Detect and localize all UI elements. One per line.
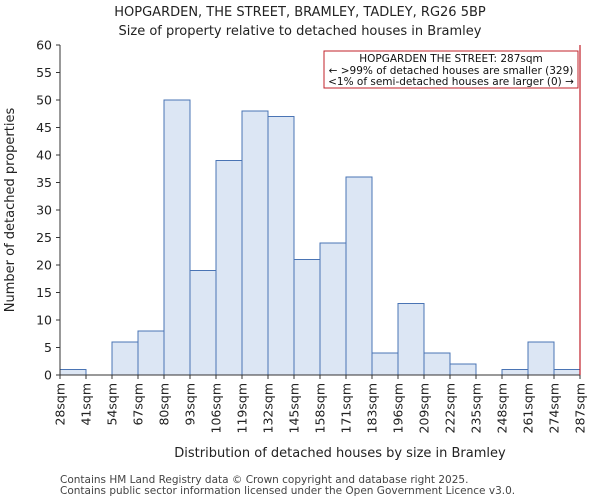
y-tick-label: 30 [36, 203, 52, 218]
x-tick-label: 261sqm [521, 383, 536, 433]
histogram-bar [345, 176, 373, 376]
y-tick-label: 5 [44, 340, 52, 355]
y-tick-label: 15 [36, 285, 52, 300]
annotation-line-1: HOPGARDEN THE STREET: 287sqm [359, 53, 542, 65]
x-tick-label: 93sqm [183, 383, 198, 426]
y-axis-title: Number of detached properties [3, 108, 18, 313]
y-tick-label: 45 [36, 120, 52, 135]
y-tick-label: 55 [36, 65, 52, 80]
x-axis-title: Distribution of detached houses by size … [174, 446, 506, 461]
x-tick-label: 119sqm [235, 383, 250, 433]
histogram-bar [215, 160, 243, 376]
histogram-bar [553, 369, 581, 376]
annotation-frame [323, 50, 579, 89]
x-tick-label: 183sqm [365, 383, 380, 433]
chart-subtitle: Size of property relative to detached ho… [119, 24, 482, 39]
x-tick-label: 132sqm [261, 383, 276, 433]
x-tick-label: 28sqm [53, 383, 68, 426]
histogram-bar [267, 116, 295, 376]
x-tick-label: 80sqm [157, 383, 172, 426]
histogram-bar [293, 259, 321, 376]
bars-group [59, 99, 581, 376]
x-tick-label: 235sqm [469, 383, 484, 433]
histogram-bar [163, 99, 191, 376]
y-tick-label: 25 [36, 230, 52, 245]
x-tick-label: 287sqm [573, 383, 588, 433]
annotation-line-2: ← >99% of detached houses are smaller (3… [329, 65, 574, 77]
histogram-bar [527, 341, 555, 376]
chart-title: HOPGARDEN, THE STREET, BRAMLEY, TADLEY, … [114, 5, 486, 20]
x-tick-label: 209sqm [417, 383, 432, 433]
histogram-bar [319, 242, 347, 376]
x-tick-label: 41sqm [79, 383, 94, 426]
histogram-bar [137, 330, 165, 376]
footer-line-2: Contains public sector information licen… [60, 485, 515, 497]
y-tick-label: 0 [44, 368, 52, 383]
x-axis-ticks: 28sqm 41sqm 54sqm 67sqm 80sqm 93sqm 106sqm 119s… [53, 375, 588, 433]
y-tick-label: 60 [36, 38, 52, 53]
histogram-bar [423, 352, 451, 376]
histogram-bar [501, 369, 529, 376]
x-tick-label: 145sqm [287, 383, 302, 433]
y-tick-label: 35 [36, 175, 52, 190]
histogram-bar [241, 110, 269, 376]
x-tick-label: 274sqm [547, 383, 562, 433]
annotation-line-3: <1% of semi-detached houses are larger (… [328, 76, 574, 88]
footer-line-1: Contains HM Land Registry data © Crown c… [60, 474, 468, 486]
annotation-box: HOPGARDEN THE STREET: 287sqm ← >99% of d… [323, 50, 579, 89]
x-tick-label: 196sqm [391, 383, 406, 433]
x-tick-label: 54sqm [105, 383, 120, 426]
y-tick-label: 10 [36, 313, 52, 328]
histogram-bar [449, 363, 477, 376]
histogram-bar [397, 303, 425, 376]
x-tick-label: 67sqm [131, 383, 146, 426]
x-tick-label: 222sqm [443, 383, 458, 433]
histogram-bar [189, 270, 217, 376]
y-tick-label: 20 [36, 258, 52, 273]
histogram-bar [59, 369, 87, 376]
histogram-bar [371, 352, 399, 376]
x-tick-label: 171sqm [339, 383, 354, 433]
histogram-bar [111, 341, 139, 376]
x-tick-label: 158sqm [313, 383, 328, 433]
x-tick-label: 248sqm [495, 383, 510, 433]
y-tick-label: 40 [36, 148, 52, 163]
y-tick-label: 50 [36, 93, 52, 108]
x-tick-label: 106sqm [209, 383, 224, 433]
y-axis-ticks: 0 5 10 15 20 25 30 35 40 45 50 55 60 [36, 38, 60, 383]
